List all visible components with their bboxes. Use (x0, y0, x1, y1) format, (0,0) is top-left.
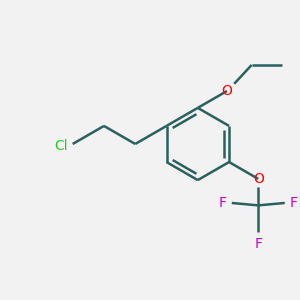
Text: Cl: Cl (54, 140, 68, 153)
Text: O: O (253, 172, 264, 186)
Text: F: F (254, 237, 262, 251)
Text: O: O (221, 84, 233, 98)
Text: F: F (219, 196, 227, 210)
Text: F: F (290, 196, 298, 210)
